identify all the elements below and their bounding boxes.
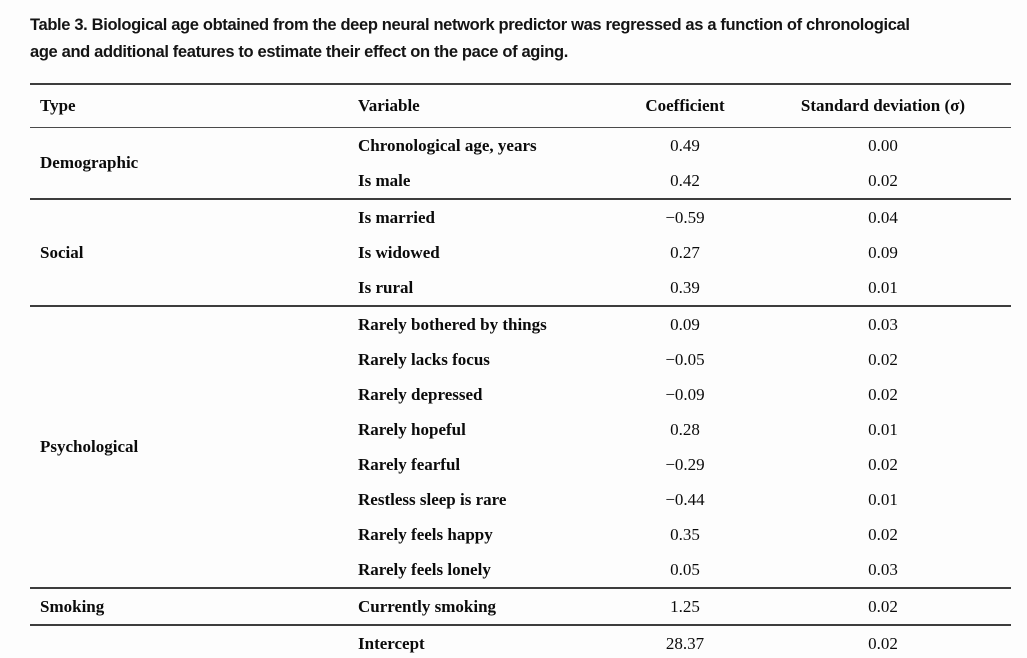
variable-cell: Rarely feels happy — [358, 524, 493, 544]
header-coefficient: Coefficient — [645, 96, 725, 115]
std-cell: 0.02 — [868, 524, 898, 544]
std-cell: 0.02 — [868, 633, 898, 653]
section-smoking: Smoking Currently smoking 1.25 0.02 — [30, 588, 1011, 625]
variable-cell: Is married — [358, 207, 435, 227]
table-row: Rarely depressed −0.09 0.02 — [30, 377, 1011, 412]
coefficient-cell: 0.27 — [670, 242, 700, 262]
header-std-deviation: Standard deviation (σ) — [800, 96, 966, 115]
table-row: Psychological Rarely bothered by things … — [30, 306, 1011, 457]
table-row: Rarely lacks focus −0.05 0.02 — [30, 342, 1011, 377]
variable-cell: Rarely bothered by things — [358, 314, 547, 334]
variable-cell: Is rural — [358, 277, 414, 297]
coefficient-cell: −0.44 — [665, 489, 705, 509]
table-row: Is rural 0.39 0.01 — [30, 270, 1011, 306]
coefficient-cell: 0.42 — [670, 170, 700, 190]
variable-cell: Intercept — [358, 633, 425, 653]
section-psychological: Psychological Rarely bothered by things … — [30, 306, 1011, 588]
coefficient-cell: 1.25 — [670, 596, 700, 616]
caption-line-2: age and additional features to estimate … — [30, 43, 568, 61]
table-caption: Table 3. Biological age obtained from th… — [30, 12, 1015, 66]
type-cell: Demographic — [40, 153, 139, 172]
coefficient-cell: 28.37 — [665, 633, 705, 653]
variable-cell: Restless sleep is rare — [358, 489, 507, 509]
variable-cell: Rarely feels lonely — [358, 559, 491, 579]
variable-cell: Currently smoking — [358, 596, 497, 616]
coefficient-cell: −0.09 — [665, 384, 705, 404]
std-cell: 0.01 — [868, 489, 898, 509]
table-row: Is male 0.42 0.02 — [30, 163, 1011, 199]
table-row: Smoking Currently smoking 1.25 0.02 — [30, 588, 1011, 625]
std-cell: 0.01 — [868, 419, 898, 439]
type-cell: Psychological — [40, 437, 139, 456]
table-row: Restless sleep is rare −0.44 0.01 — [30, 482, 1011, 517]
std-cell: 0.03 — [868, 559, 898, 579]
variable-cell: Rarely depressed — [358, 384, 483, 404]
section-social: Social Is married −0.59 0.04 Is widowed … — [30, 199, 1011, 306]
table-row: Is widowed 0.27 0.09 — [30, 235, 1011, 270]
variable-cell: Is male — [358, 170, 411, 190]
table-row: Rarely hopeful 0.28 0.01 — [30, 412, 1011, 447]
std-cell: 0.01 — [868, 277, 898, 297]
std-cell: 0.00 — [868, 135, 898, 155]
section-intercept: Intercept 28.37 0.02 — [30, 625, 1011, 658]
regression-table: Type Variable Coefficient Standard devia… — [30, 83, 1011, 658]
std-cell: 0.02 — [868, 596, 898, 616]
table-row: Social Is married −0.59 0.04 — [30, 199, 1011, 262]
variable-cell: Rarely fearful — [358, 454, 461, 474]
header-type: Type — [40, 96, 76, 115]
variable-cell: Rarely lacks focus — [358, 349, 490, 369]
header-row: Type Variable Coefficient Standard devia… — [30, 84, 1011, 128]
header-variable: Variable — [358, 96, 420, 115]
coefficient-cell: −0.05 — [665, 349, 705, 369]
table-row: Rarely fearful −0.29 0.02 — [30, 447, 1011, 482]
std-cell: 0.04 — [868, 207, 898, 227]
type-cell: Smoking — [40, 596, 105, 616]
std-cell: 0.02 — [868, 454, 898, 474]
std-cell: 0.03 — [868, 314, 898, 334]
variable-cell: Rarely hopeful — [358, 419, 466, 439]
coefficient-cell: 0.39 — [670, 277, 700, 297]
std-cell: 0.02 — [868, 349, 898, 369]
coefficient-cell: 0.28 — [670, 419, 700, 439]
coefficient-cell: 0.49 — [670, 135, 700, 155]
std-cell: 0.09 — [868, 242, 898, 262]
table-row: Intercept 28.37 0.02 — [30, 625, 1011, 658]
coefficient-cell: −0.59 — [665, 207, 705, 227]
std-cell: 0.02 — [868, 170, 898, 190]
table-row: Demographic Chronological age, years 0.4… — [30, 128, 1011, 173]
coefficient-cell: 0.05 — [670, 559, 700, 579]
std-cell: 0.02 — [868, 384, 898, 404]
coefficient-cell: 0.35 — [670, 524, 700, 544]
type-cell — [30, 625, 348, 658]
coefficient-cell: 0.09 — [670, 314, 700, 334]
coefficient-cell: −0.29 — [665, 454, 705, 474]
section-demographic: Demographic Chronological age, years 0.4… — [30, 128, 1011, 199]
table-header: Type Variable Coefficient Standard devia… — [30, 84, 1011, 128]
variable-cell: Chronological age, years — [358, 135, 537, 155]
caption-line-1: Table 3. Biological age obtained from th… — [30, 16, 910, 34]
table-row: Rarely feels happy 0.35 0.02 — [30, 517, 1011, 552]
table-row: Rarely feels lonely 0.05 0.03 — [30, 552, 1011, 588]
variable-cell: Is widowed — [358, 242, 440, 262]
type-cell: Social — [40, 242, 84, 262]
